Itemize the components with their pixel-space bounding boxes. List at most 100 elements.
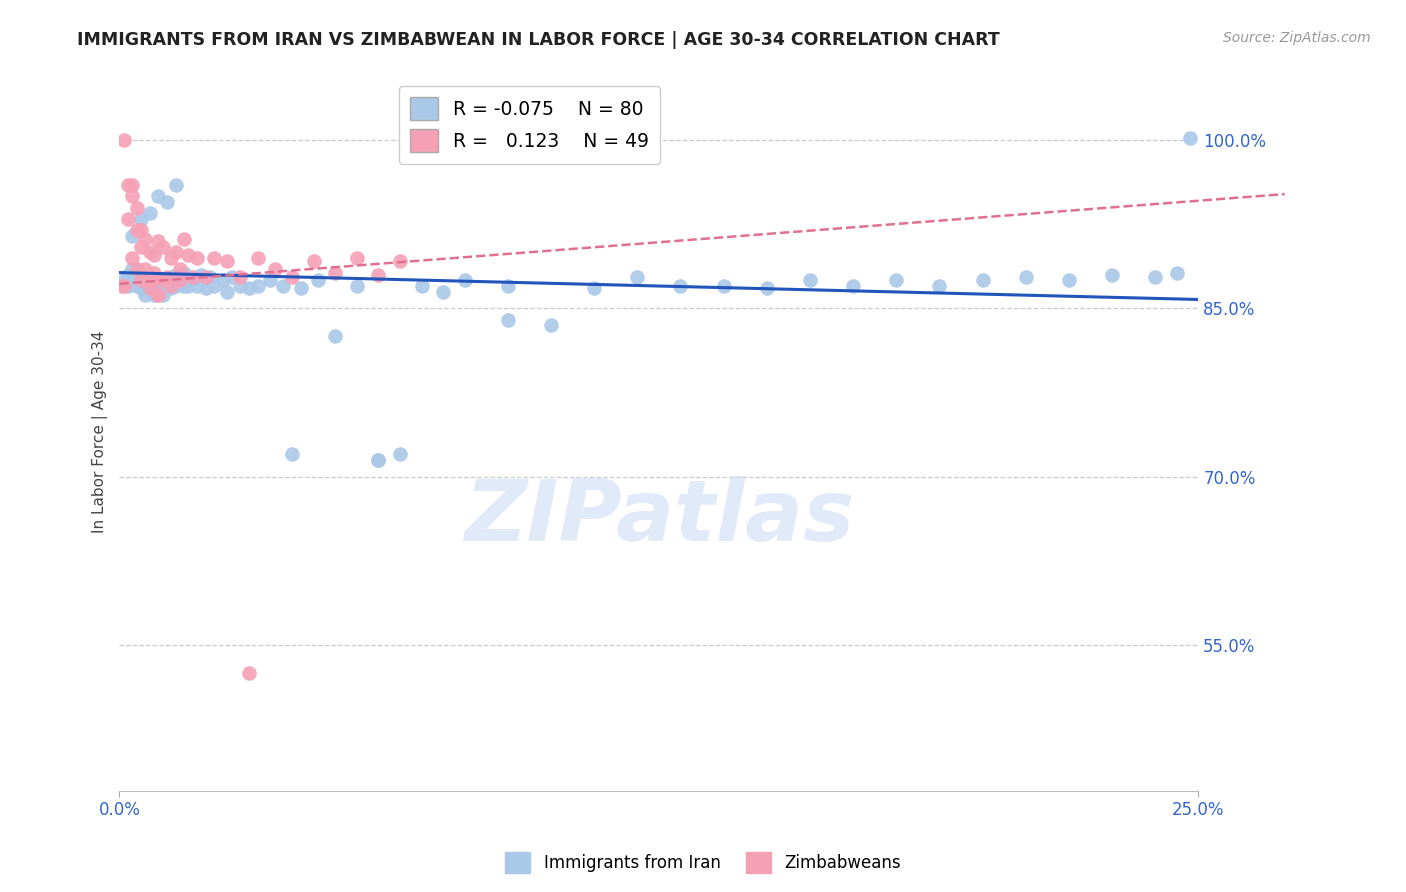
Point [186, 251, 208, 265]
Point [165, 268, 187, 282]
Point [129, 281, 152, 295]
Point [125, 262, 148, 277]
Point [713, 279, 735, 293]
Point [148, 273, 170, 287]
Point [169, 262, 191, 277]
Y-axis label: In Labor Force | Age 30-34: In Labor Force | Age 30-34 [93, 331, 108, 533]
Point [273, 279, 295, 293]
Point [1101, 268, 1123, 282]
Point [152, 273, 174, 287]
Point [198, 270, 221, 285]
Point [217, 285, 239, 299]
Point [221, 270, 243, 285]
Point [143, 273, 166, 287]
Point [302, 254, 325, 268]
Point [148, 189, 170, 203]
Point [202, 279, 225, 293]
Point [1057, 273, 1080, 287]
Point [307, 273, 329, 287]
Point [165, 279, 187, 293]
Point [112, 279, 135, 293]
Point [1166, 266, 1188, 280]
Point [169, 273, 191, 287]
Point [148, 234, 170, 248]
Point [129, 240, 152, 254]
Point [229, 279, 252, 293]
Point [194, 270, 217, 285]
Point [246, 251, 269, 265]
Point [323, 266, 346, 280]
Point [212, 273, 235, 287]
Point [134, 262, 156, 277]
Point [432, 285, 454, 299]
Point [496, 279, 519, 293]
Point [346, 251, 368, 265]
Point [755, 281, 778, 295]
Point [454, 273, 477, 287]
Point [148, 288, 170, 302]
Point [388, 254, 411, 268]
Point [238, 281, 260, 295]
Point [194, 281, 217, 295]
Text: ZIPatlas: ZIPatlas [464, 476, 853, 559]
Legend: Immigrants from Iran, Zimbabweans: Immigrants from Iran, Zimbabweans [499, 846, 907, 880]
Point [125, 270, 148, 285]
Point [138, 273, 160, 287]
Point [125, 201, 148, 215]
Point [290, 281, 312, 295]
Point [928, 279, 950, 293]
Point [143, 288, 166, 302]
Point [160, 279, 183, 293]
Point [143, 247, 166, 261]
Point [217, 254, 239, 268]
Point [669, 279, 692, 293]
Point [323, 329, 346, 343]
Point [156, 194, 179, 209]
Point [367, 452, 389, 467]
Point [129, 268, 152, 282]
Point [121, 262, 143, 277]
Point [246, 279, 269, 293]
Point [121, 277, 143, 291]
Point [202, 251, 225, 265]
Point [181, 273, 204, 287]
Point [138, 245, 160, 260]
Point [117, 279, 139, 293]
Point [160, 270, 183, 285]
Point [972, 273, 994, 287]
Point [496, 312, 519, 326]
Point [112, 273, 135, 287]
Point [152, 240, 174, 254]
Point [156, 281, 179, 295]
Point [884, 273, 907, 287]
Point [190, 268, 212, 282]
Point [160, 281, 183, 295]
Point [121, 228, 143, 243]
Point [125, 223, 148, 237]
Point [229, 270, 252, 285]
Point [259, 273, 281, 287]
Point [1144, 270, 1167, 285]
Point [346, 279, 368, 293]
Point [129, 273, 152, 287]
Point [121, 189, 143, 203]
Point [152, 288, 174, 302]
Point [238, 665, 260, 680]
Point [134, 273, 156, 287]
Point [148, 288, 170, 302]
Point [540, 318, 562, 333]
Point [173, 266, 195, 280]
Point [138, 206, 160, 220]
Point [1015, 270, 1038, 285]
Point [117, 211, 139, 226]
Point [281, 447, 304, 461]
Point [112, 133, 135, 147]
Point [186, 279, 208, 293]
Point [143, 266, 166, 280]
Point [173, 232, 195, 246]
Point [148, 285, 170, 299]
Point [177, 279, 200, 293]
Point [367, 268, 389, 282]
Point [121, 251, 143, 265]
Point [388, 447, 411, 461]
